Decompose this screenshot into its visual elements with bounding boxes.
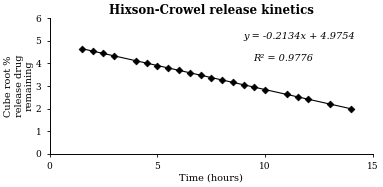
Point — [305, 98, 311, 101]
Point — [241, 83, 247, 86]
Point — [187, 71, 193, 74]
Point — [262, 88, 268, 91]
Point — [230, 81, 236, 84]
Point — [349, 107, 355, 110]
Point — [154, 64, 160, 67]
Point — [133, 59, 139, 62]
Point — [219, 79, 225, 82]
Point — [284, 93, 290, 96]
Point — [90, 50, 96, 53]
Point — [198, 74, 204, 77]
Point — [111, 54, 117, 57]
Text: y = -0.2134x + 4.9754: y = -0.2134x + 4.9754 — [244, 32, 355, 41]
Point — [176, 69, 182, 72]
Point — [165, 66, 171, 69]
Point — [208, 76, 214, 79]
Point — [144, 62, 150, 65]
Y-axis label: Cube root %
release drug
remaining: Cube root % release drug remaining — [4, 55, 34, 117]
Point — [327, 102, 333, 105]
Point — [100, 52, 106, 55]
Point — [79, 47, 85, 50]
Text: R² = 0.9776: R² = 0.9776 — [253, 53, 313, 62]
X-axis label: Time (hours): Time (hours) — [179, 174, 243, 183]
Point — [295, 95, 301, 98]
Title: Hixson-Crowel release kinetics: Hixson-Crowel release kinetics — [109, 4, 314, 17]
Point — [251, 86, 257, 89]
